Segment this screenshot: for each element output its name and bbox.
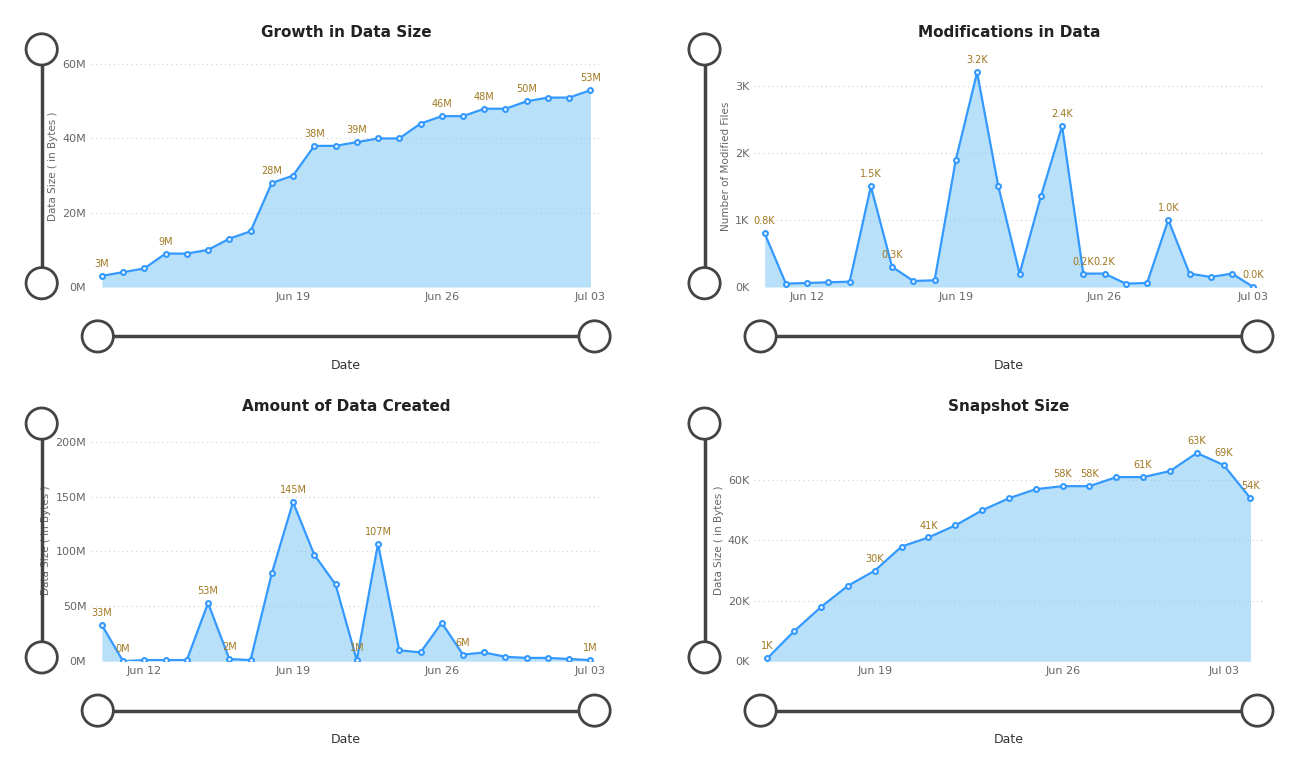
Text: 1M: 1M: [584, 643, 598, 653]
Text: 145M: 145M: [280, 485, 306, 496]
Text: 41K: 41K: [919, 521, 938, 530]
Text: 39M: 39M: [347, 125, 367, 135]
Text: 28M: 28M: [262, 166, 283, 176]
Y-axis label: Data Size ( in Bytes ): Data Size ( in Bytes ): [48, 112, 59, 221]
Text: 58K: 58K: [1080, 469, 1098, 480]
Text: 0.2K: 0.2K: [1093, 257, 1115, 267]
Text: 0.0K: 0.0K: [1243, 270, 1264, 280]
Text: 63K: 63K: [1187, 436, 1207, 446]
Text: 69K: 69K: [1214, 448, 1233, 458]
Text: 0.2K: 0.2K: [1072, 257, 1095, 267]
Text: 53M: 53M: [580, 73, 601, 84]
Y-axis label: Data Size ( in Bytes ): Data Size ( in Bytes ): [42, 486, 51, 595]
Text: 33M: 33M: [91, 608, 112, 618]
Title: Snapshot Size: Snapshot Size: [949, 400, 1070, 414]
Text: 46M: 46M: [431, 100, 452, 109]
Text: 6M: 6M: [456, 638, 470, 648]
Text: 53M: 53M: [198, 586, 219, 596]
Text: 0.8K: 0.8K: [754, 217, 775, 226]
Text: 2M: 2M: [222, 642, 237, 652]
Text: 1.5K: 1.5K: [860, 169, 882, 179]
Title: Growth in Data Size: Growth in Data Size: [261, 25, 431, 40]
Text: 58K: 58K: [1053, 469, 1072, 480]
Text: 30K: 30K: [865, 554, 885, 564]
Text: 0.3K: 0.3K: [881, 250, 903, 260]
Text: 50M: 50M: [516, 84, 537, 94]
Text: 48M: 48M: [474, 92, 495, 102]
Y-axis label: Number of Modified Files: Number of Modified Files: [721, 102, 731, 231]
Text: 0M: 0M: [116, 644, 130, 654]
Text: 1M: 1M: [349, 643, 364, 653]
Title: Modifications in Data: Modifications in Data: [917, 25, 1100, 40]
Text: 61K: 61K: [1134, 460, 1152, 470]
Title: Amount of Data Created: Amount of Data Created: [242, 400, 451, 414]
Y-axis label: Data Size ( in Bytes ): Data Size ( in Bytes ): [714, 486, 723, 595]
Text: 3.2K: 3.2K: [967, 55, 988, 65]
Text: Date: Date: [331, 359, 361, 372]
Text: Date: Date: [994, 733, 1024, 746]
Text: Date: Date: [331, 733, 361, 746]
Text: 3M: 3M: [95, 259, 109, 269]
Text: 38M: 38M: [304, 129, 324, 139]
Text: 1K: 1K: [761, 641, 774, 651]
Text: 2.4K: 2.4K: [1052, 109, 1072, 119]
Text: 54K: 54K: [1242, 481, 1260, 491]
Text: 1.0K: 1.0K: [1157, 203, 1179, 213]
Text: 107M: 107M: [365, 527, 391, 537]
Text: 9M: 9M: [158, 236, 173, 247]
Text: Date: Date: [994, 359, 1024, 372]
